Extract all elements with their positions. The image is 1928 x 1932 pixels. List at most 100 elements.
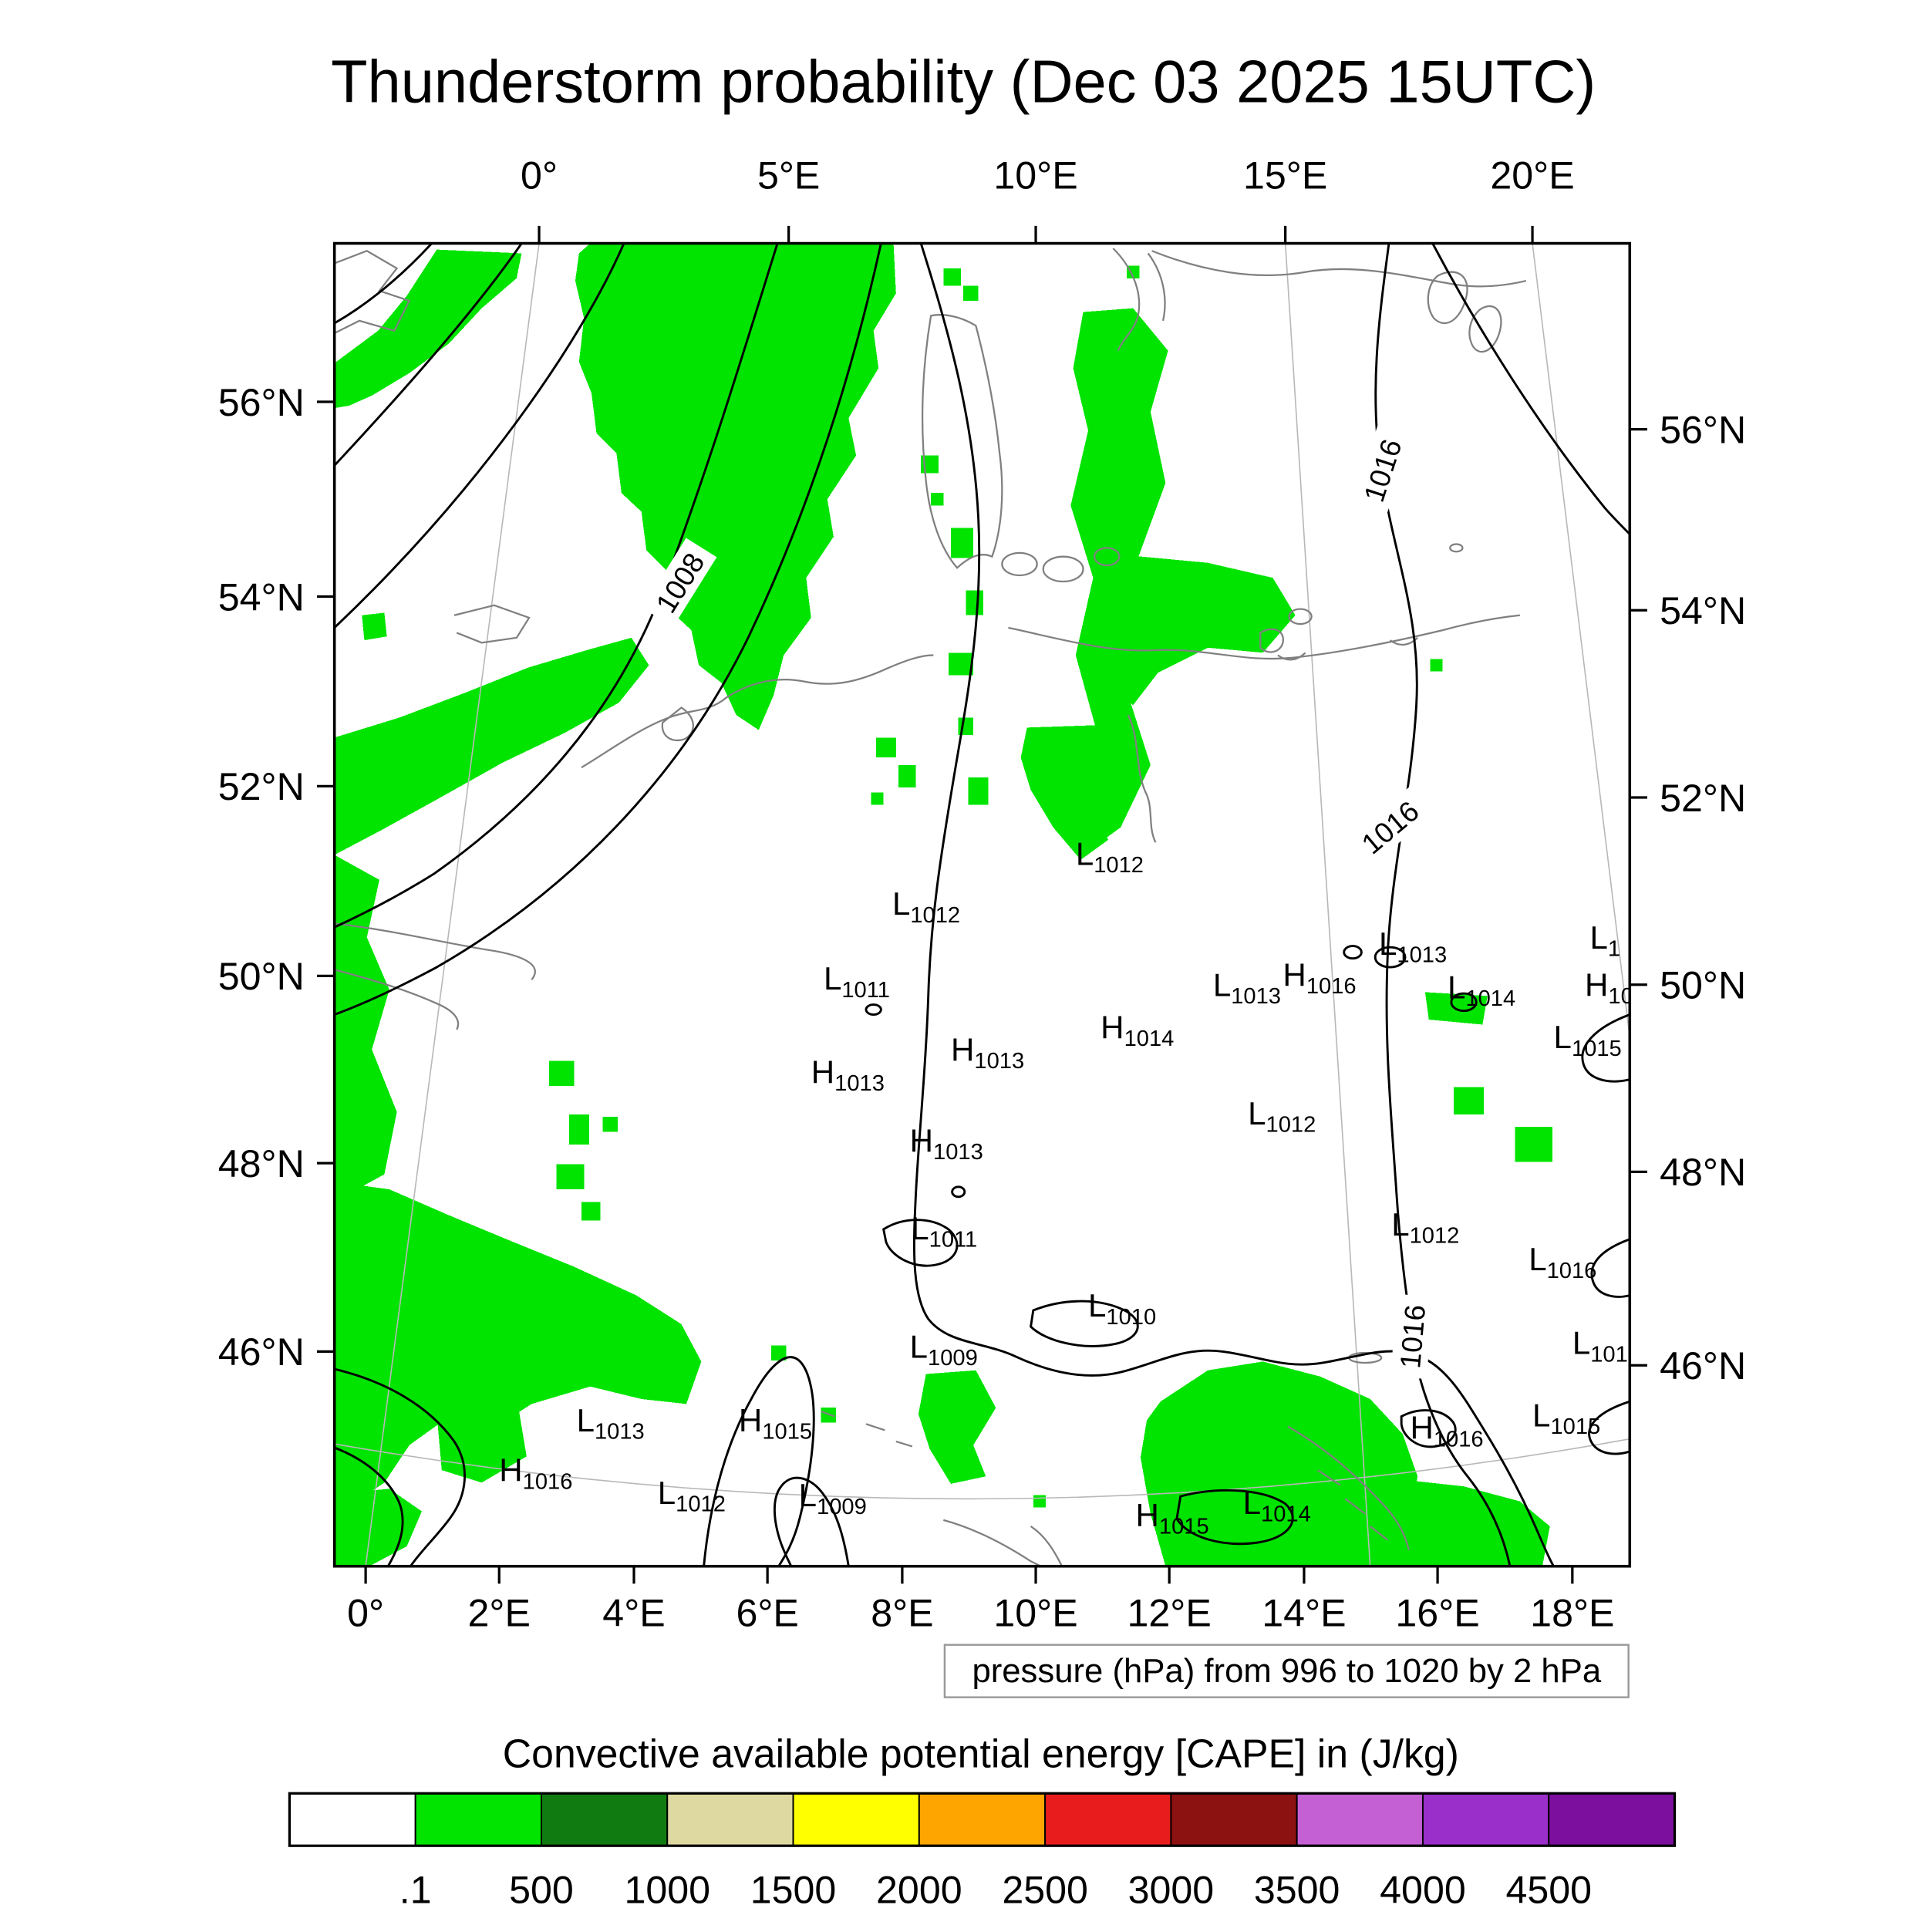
colorbar-segment: [541, 1792, 669, 1847]
colorbar-segment: [1044, 1792, 1172, 1847]
cape-region: [943, 268, 961, 286]
pressure-contour-path: [334, 243, 779, 929]
cape-region: [931, 493, 944, 506]
colorbar-tick-label: 4000: [1380, 1869, 1466, 1912]
pressure-center-l-1012: L1012: [892, 885, 960, 928]
colorbar-tick-label: 500: [509, 1869, 574, 1912]
coastline-path: [334, 249, 411, 335]
cape-region: [968, 777, 989, 805]
contour-label-box: [1347, 786, 1434, 868]
cape-region: [581, 1202, 601, 1221]
pressure-contour-path: [334, 1367, 467, 1566]
colorbar-tick-label: .1: [399, 1869, 432, 1912]
coastline-island: [1093, 547, 1121, 567]
coastline-path: [1151, 250, 1527, 288]
cape-region: [334, 1182, 702, 1502]
cape-region: [548, 1060, 575, 1086]
pressure-contour-path: [912, 243, 1555, 1566]
cape-region: [436, 1411, 527, 1483]
pressure-contour-path: [1581, 1013, 1630, 1083]
pressure-contours: [334, 243, 1630, 1566]
colorbar-segment: [288, 1792, 416, 1847]
pressure-center-h-1015: H1015: [739, 1402, 812, 1445]
tick-label: 4°E: [602, 1591, 665, 1634]
pressure-center-l-1016: L1016: [1529, 1241, 1596, 1283]
tick-label: 16°E: [1395, 1591, 1479, 1634]
pressure-contour-path: [334, 243, 625, 629]
pressure-contour-path: [334, 243, 523, 467]
pressure-contour-path: [703, 1356, 815, 1566]
pressure-contour-path: [1175, 1489, 1294, 1546]
cape-region: [771, 1345, 787, 1360]
tick-label: 5°E: [757, 153, 820, 197]
coastlines: [334, 248, 1527, 1566]
coastline-path: [1147, 252, 1166, 322]
colorbar-outline: [288, 1792, 1677, 1847]
colorbar-tick-label: 2500: [1002, 1869, 1088, 1912]
cape-region: [334, 249, 522, 409]
contour-label: 1016: [1347, 786, 1434, 868]
coastline-path: [1112, 248, 1141, 352]
tick-label: 54°N: [1660, 589, 1746, 632]
contour-label-box: [642, 538, 717, 627]
tick-label: 2°E: [468, 1591, 531, 1634]
coastline-path: [1277, 637, 1418, 661]
pressure-center-h-10: H10: [1585, 966, 1633, 1009]
pressure-center-l-101: L101: [1572, 1325, 1628, 1367]
cape-region: [966, 590, 984, 615]
pressure-center-l-1015: L1015: [1532, 1398, 1600, 1440]
pressure-center-h-1013: H1013: [910, 1123, 983, 1165]
graticule: [334, 243, 1630, 1566]
pressure-center-h-1014: H1014: [1101, 1009, 1174, 1051]
pressure-center-l-1012: L1012: [1076, 835, 1144, 878]
y-axis-right: 56°N 54°N 52°N 50°N 48°N 46°N: [1630, 408, 1746, 1387]
pressure-contour-path: [773, 1476, 850, 1566]
coastline-island: [1288, 608, 1313, 625]
contour-label: 1016: [1390, 1293, 1434, 1380]
tick-label: 18°E: [1530, 1591, 1614, 1634]
pressure-contour-path: [1030, 1300, 1139, 1347]
coastline-path: [943, 1519, 1063, 1566]
pressure-contour-path: [1588, 1400, 1630, 1455]
tick-label: 48°N: [218, 1142, 305, 1185]
coastline-path: [453, 604, 531, 644]
pressure-contour-path: [882, 1219, 959, 1267]
cape-region: [1033, 1495, 1046, 1508]
colorbar-segment: [792, 1792, 920, 1847]
coastline-path: [1259, 628, 1284, 653]
caption-border: [943, 1644, 1630, 1698]
x-axis-top: 0° 5°E 10°E 15°E 20°E: [521, 153, 1575, 244]
tick-label: 50°N: [1660, 963, 1746, 1006]
pressure-caption-box: pressure (hPa) from 996 to 1020 by 2 hPa: [943, 1644, 1630, 1698]
pressure-center-h-1016: H1016: [499, 1452, 572, 1495]
pressure-contour-path: [1590, 1238, 1630, 1298]
tick-label: 56°N: [218, 381, 305, 424]
pressure-center-l-1009: L1009: [910, 1329, 978, 1371]
pressure-center-l-1011: L1011: [911, 1210, 977, 1253]
tick-label: 52°N: [1660, 777, 1746, 820]
y-axis-left: 56°N 54°N 52°N 50°N 48°N 46°N: [218, 381, 335, 1374]
cape-region: [948, 652, 974, 676]
tick-label: 48°N: [1660, 1151, 1746, 1194]
cape-region: [602, 1117, 618, 1132]
pressure-contour-path: [334, 1446, 404, 1566]
cape-regions: [334, 243, 1552, 1566]
tick-label: 46°N: [218, 1330, 305, 1374]
contour-label-text: 1016: [1394, 1303, 1431, 1370]
coastline-path: [1287, 1425, 1410, 1550]
pressure-center-l-1013: L1013: [577, 1402, 645, 1445]
cape-region: [1020, 725, 1118, 860]
coastline-path: [1127, 714, 1157, 843]
coastline-island: [1001, 551, 1038, 577]
colorbar-tick-label: 3500: [1254, 1869, 1340, 1912]
tick-label: 0°: [347, 1591, 384, 1634]
tick-label: 15°E: [1243, 153, 1327, 197]
tick-label: 56°N: [1660, 408, 1746, 451]
pressure-contour-path: [334, 243, 882, 1016]
coastline-path: [1468, 305, 1502, 353]
cape-region: [556, 1164, 585, 1190]
coastline-path: [821, 1411, 913, 1448]
pressure-center-l-1010: L1010: [1088, 1287, 1156, 1330]
coastline-path: [581, 654, 934, 769]
